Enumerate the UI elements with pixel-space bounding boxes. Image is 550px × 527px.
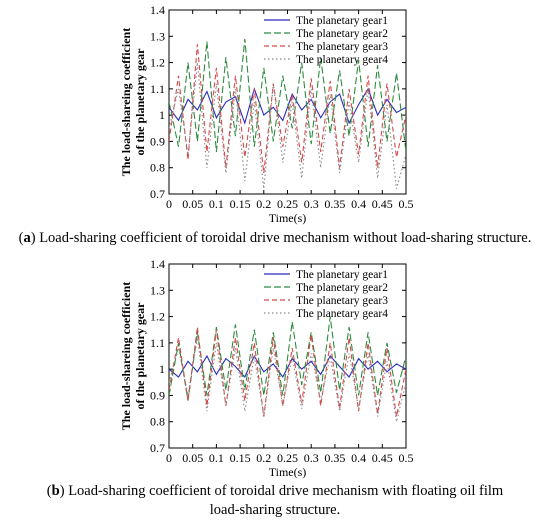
figure-panel-b: 0 0.05 0.1 0.15 0.2 0.25 0.3 0.35 0.4 0.45 0.5 0.7 0… xyxy=(0,257,550,527)
x-tick-label: 0.05 xyxy=(182,451,203,465)
y-tick-label: 1.4 xyxy=(150,3,165,17)
y-tick-label: 1.1 xyxy=(150,82,165,96)
y-tick-label: 1.3 xyxy=(150,29,165,43)
caption-b-text: Load-sharing coefficient of toroidal dri… xyxy=(64,483,504,499)
legend-label: The planetary gear4 xyxy=(296,308,388,320)
y-tick-label: 1 xyxy=(159,362,165,376)
x-tick-label: 0.15 xyxy=(230,197,251,211)
x-tick-label: 0.45 xyxy=(372,197,393,211)
x-tick-label: 0.45 xyxy=(372,451,393,465)
x-tick-label: 0.25 xyxy=(277,197,298,211)
x-tick-label: 0.15 xyxy=(230,451,251,465)
y-axis-label: The load-shareing coefficient xyxy=(119,28,133,176)
x-axis-label: Time(s) xyxy=(269,211,307,225)
series-line-gear3 xyxy=(169,44,406,174)
legend-label: The planetary gear3 xyxy=(296,295,388,307)
y-axis-label: The load-shareing coefficient xyxy=(119,282,133,430)
chart-b: 0 0.05 0.1 0.15 0.2 0.25 0.3 0.35 0.4 0.45 0.5 0.7 0… xyxy=(119,257,414,479)
x-tick-label: 0.4 xyxy=(351,451,366,465)
legend-label: The planetary gear4 xyxy=(296,54,388,66)
x-tick-label: 0.1 xyxy=(209,451,224,465)
caption-a-letter: a xyxy=(23,230,31,246)
x-tick-label: 0.3 xyxy=(304,197,319,211)
x-tick-label: 0.35 xyxy=(324,451,345,465)
x-tick-label: 0.25 xyxy=(277,451,298,465)
legend-label: The planetary gear1 xyxy=(296,15,388,27)
caption-a-text: Load-sharing coefficient of toroidal dri… xyxy=(35,230,532,246)
y-axis-label: of the planetary gear xyxy=(133,48,147,156)
y-tick-label: 1.1 xyxy=(150,336,165,350)
y-tick-label: 0.9 xyxy=(150,388,165,402)
caption-b-line2: load-sharing structure. xyxy=(209,502,341,518)
x-tick-label: 0.3 xyxy=(304,451,319,465)
x-tick-label: 0 xyxy=(166,197,172,211)
y-tick-label: 0.9 xyxy=(150,134,165,148)
legend-label: The planetary gear1 xyxy=(296,269,388,281)
x-tick-label: 0.2 xyxy=(256,197,271,211)
y-tick-label: 1.4 xyxy=(150,257,165,271)
x-tick-label: 0 xyxy=(166,451,172,465)
figure-panel-a: 0 0.05 0.1 0.15 0.2 0.25 0.3 0.35 0.4 0.45 0.5 0.7 0… xyxy=(0,0,550,260)
series-line-gear2 xyxy=(169,316,406,401)
caption-b-letter: b xyxy=(51,483,60,499)
x-tick-label: 0.5 xyxy=(399,197,414,211)
x-tick-label: 0.2 xyxy=(256,451,271,465)
caption-a: (a) Load-sharing coefficient of toroidal… xyxy=(18,230,532,246)
x-axis-label: Time(s) xyxy=(269,465,307,479)
legend-label: The planetary gear3 xyxy=(296,41,388,53)
y-axis-label: of the planetary gear xyxy=(133,302,147,410)
series-line-gear3 xyxy=(169,327,406,417)
y-tick-label: 1 xyxy=(159,108,165,122)
y-tick-label: 0.7 xyxy=(150,441,165,455)
x-tick-label: 0.4 xyxy=(351,197,366,211)
y-tick-label: 1.3 xyxy=(150,283,165,297)
y-tick-label: 1.2 xyxy=(150,310,165,324)
x-tick-label: 0.5 xyxy=(399,451,414,465)
legend-label: The planetary gear2 xyxy=(296,28,388,40)
series-line-gear4 xyxy=(169,337,406,422)
x-tick-label: 0.35 xyxy=(324,197,345,211)
y-tick-label: 0.8 xyxy=(150,415,165,429)
series-line-gear1 xyxy=(169,354,406,379)
x-tick-label: 0.1 xyxy=(209,197,224,211)
legend-label: The planetary gear2 xyxy=(296,282,388,294)
y-tick-label: 1.2 xyxy=(150,56,165,70)
y-tick-label: 0.8 xyxy=(150,161,165,175)
caption-b: (b) Load-sharing coefficient of toroidal… xyxy=(46,483,504,518)
x-tick-label: 0.05 xyxy=(182,197,203,211)
chart-a: 0 0.05 0.1 0.15 0.2 0.25 0.3 0.35 0.4 0.45 0.5 0.7 0… xyxy=(119,3,414,225)
y-tick-label: 0.7 xyxy=(150,187,165,201)
